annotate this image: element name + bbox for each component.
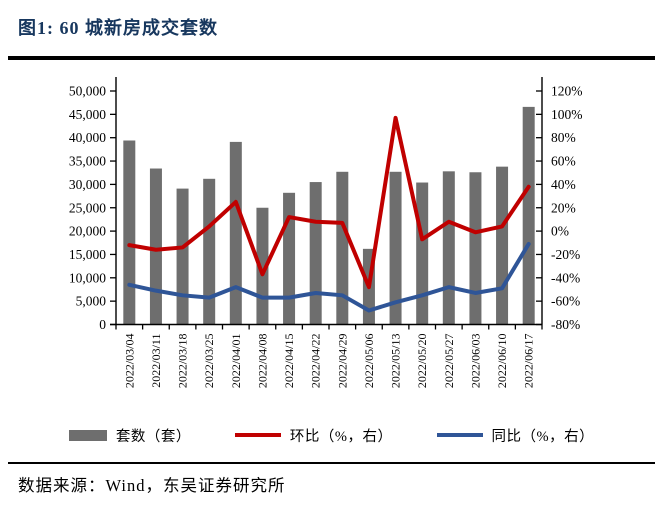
x-axis-label: 2022/03/25 <box>202 334 216 389</box>
x-axis-label: 2022/05/20 <box>415 334 429 389</box>
y2-axis-label: -20% <box>551 247 580 262</box>
legend-item-yoy: 同比（%，右） <box>436 425 595 446</box>
data-source: 数据来源：Wind，东吴证券研究所 <box>18 476 286 495</box>
legend-label-units: 套数（套） <box>115 428 191 445</box>
bar-2022/06/17 <box>522 106 535 325</box>
y-axis-label: 15,000 <box>69 247 106 262</box>
bar-2022/05/27 <box>442 171 455 325</box>
bar-2022/06/10 <box>496 166 509 325</box>
y2-axis-label: 120% <box>551 84 583 99</box>
bar-2022/04/22 <box>309 182 322 325</box>
x-axis-label: 2022/04/08 <box>255 334 269 389</box>
y2-axis-label: 40% <box>551 177 576 192</box>
title-divider <box>8 56 655 60</box>
y-axis-label: 5,000 <box>76 294 107 309</box>
chart-canvas: 0 5,000 10,000 15,000 20,000 25,000 30,000 35,0… <box>69 77 583 389</box>
bar-2022/05/13 <box>389 171 402 325</box>
x-axis-label: 2022/03/11 <box>149 334 163 388</box>
x-axis-label: 2022/05/06 <box>362 334 376 389</box>
y-axis-label: 30,000 <box>69 177 106 192</box>
bar-2022/04/29 <box>336 171 349 325</box>
legend-label-yoy: 同比（%，右） <box>491 428 595 445</box>
x-axis-label: 2022/06/17 <box>522 334 536 389</box>
x-axis-label: 2022/06/10 <box>495 334 509 389</box>
bar-2022/03/25 <box>203 178 216 325</box>
y-axis-label: 45,000 <box>69 107 106 122</box>
y-axis-label: 35,000 <box>69 154 106 169</box>
legend-label-mom: 环比（%，右） <box>289 428 393 445</box>
x-axis-label: 2022/04/22 <box>309 334 323 389</box>
x-axis-label: 2022/03/04 <box>122 334 136 389</box>
y2-axis-label: -60% <box>551 294 580 309</box>
y2-axis-label: 20% <box>551 200 576 215</box>
y-axis-label: 0 <box>99 317 106 332</box>
figure-title: 图1: 60 城新房成交套数 <box>18 18 218 38</box>
x-axis-label: 2022/04/15 <box>282 334 296 389</box>
bar-2022/04/01 <box>229 141 242 325</box>
y-axis-label: 40,000 <box>69 130 106 145</box>
y2-axis-label: 100% <box>551 107 583 122</box>
bar-2022/06/03 <box>469 172 482 325</box>
legend-item-units: 套数（套） <box>68 425 191 446</box>
bar-2022/03/11 <box>149 168 162 325</box>
y2-axis-label: 60% <box>551 154 576 169</box>
yoy-line <box>127 241 531 313</box>
footer: 数据来源：Wind，东吴证券研究所 <box>18 472 286 496</box>
legend-swatch-mom <box>234 433 281 437</box>
y-axis-label: 50,000 <box>69 84 106 99</box>
y-axis-label: 25,000 <box>69 200 106 215</box>
y2-axis-label: -40% <box>551 270 580 285</box>
legend-swatch-units <box>68 429 107 441</box>
bar-2022/03/18 <box>176 188 189 325</box>
x-axis-label: 2022/04/29 <box>335 334 349 389</box>
x-axis-label: 2022/06/03 <box>468 334 482 389</box>
bar-2022/04/15 <box>283 192 296 325</box>
x-axis-label: 2022/03/18 <box>176 334 190 389</box>
y-axis-label: 10,000 <box>69 270 106 285</box>
mom-line <box>127 115 531 290</box>
y2-axis-label: 0% <box>551 224 569 239</box>
bar-2022/05/20 <box>416 182 429 325</box>
x-axis-label: 2022/05/27 <box>442 334 456 389</box>
chart-legend: 套数（套） 环比（%，右） 同比（%，右） <box>0 420 663 450</box>
x-axis-label: 2022/05/13 <box>389 334 403 389</box>
y2-axis-label: 80% <box>551 130 576 145</box>
legend-swatch-yoy <box>436 433 483 437</box>
bar-2022/03/04 <box>123 140 136 325</box>
footer-divider <box>8 462 655 464</box>
y2-axis-label: -80% <box>551 317 580 332</box>
legend-item-mom: 环比（%，右） <box>234 425 393 446</box>
y-axis-label: 20,000 <box>69 224 106 239</box>
x-axis-label: 2022/04/01 <box>229 334 243 389</box>
